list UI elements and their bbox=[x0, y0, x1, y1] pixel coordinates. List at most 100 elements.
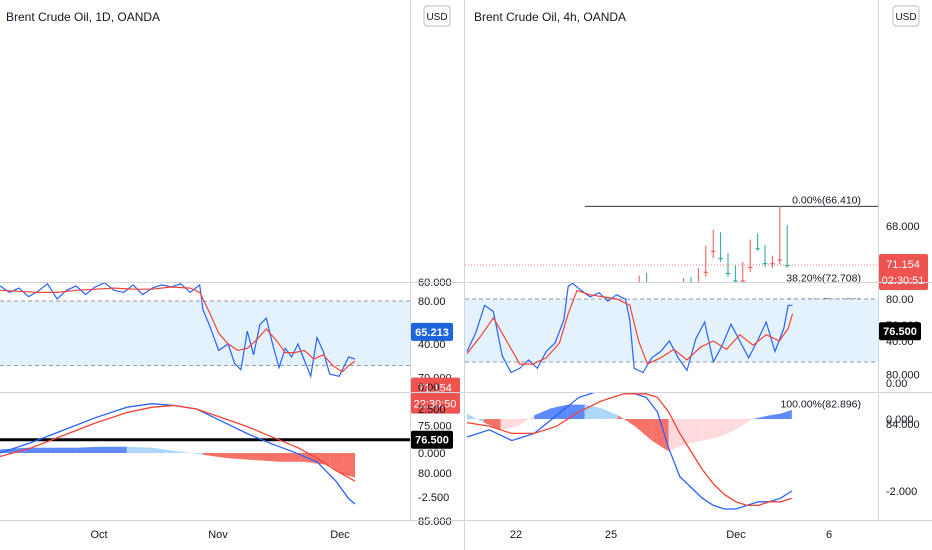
right-candle-body bbox=[770, 263, 775, 265]
left-macd-tick: 2.500 bbox=[418, 404, 446, 416]
right-price-tag-text: 76.500 bbox=[883, 326, 917, 338]
panel-right[interactable]: Brent Crude Oil, 4h, OANDA USD 100.00%(8… bbox=[465, 5, 928, 541]
left-macd-line[interactable] bbox=[0, 403, 356, 505]
right-price-tick: 80.000 bbox=[886, 370, 920, 382]
panel-left[interactable]: Brent Crude Oil, 1D, OANDA USD 85.000 80.… bbox=[0, 5, 460, 541]
right-stoch-tick: 40.00 bbox=[886, 336, 914, 348]
right-time-tick: 22 bbox=[510, 529, 522, 541]
left-macd-hist-bar bbox=[342, 453, 355, 478]
right-last-price-countdown: 02:30:51 bbox=[882, 275, 925, 287]
right-candle[interactable] bbox=[784, 224, 790, 269]
left-macd-hist-bar bbox=[50, 447, 77, 453]
right-fib-label-4: 0.00%(66.410) bbox=[792, 194, 861, 206]
right-candle-body bbox=[703, 271, 709, 273]
right-stoch-tick: 80.00 bbox=[886, 294, 914, 306]
right-stoch-k-line[interactable] bbox=[466, 283, 793, 374]
right-macd-hist-bar bbox=[702, 419, 719, 441]
left-macd-hist-bar bbox=[126, 446, 153, 453]
left-price-tag-bg bbox=[411, 322, 453, 341]
right-macd-tick: 0.000 bbox=[886, 414, 914, 426]
right-macd-hist-bar bbox=[635, 419, 652, 441]
right-macd-hist-bar bbox=[467, 413, 484, 423]
right-candle[interactable] bbox=[718, 232, 723, 262]
right-macd-hist-bar bbox=[651, 419, 669, 452]
right-last-price-tag: 71.154 02:30:51 bbox=[879, 254, 928, 291]
left-stoch-d-line[interactable] bbox=[0, 286, 356, 373]
left-macd-tick: 0.000 bbox=[418, 448, 446, 460]
right-candle[interactable] bbox=[644, 273, 649, 298]
right-candle[interactable] bbox=[710, 229, 716, 259]
right-stoch-pane[interactable] bbox=[465, 283, 878, 374]
right-price-pane[interactable] bbox=[465, 205, 878, 426]
right-time-tick: Dec bbox=[726, 529, 746, 541]
right-candle-body bbox=[710, 250, 716, 252]
left-macd-hist-bar bbox=[228, 453, 254, 460]
right-macd-pane[interactable] bbox=[466, 390, 793, 510]
right-candle-body bbox=[747, 266, 753, 268]
left-last-price-countdown: 22:30:50 bbox=[414, 399, 457, 411]
left-macd-hist-bar bbox=[152, 447, 178, 453]
panel-left-usd-badge[interactable]: USD bbox=[423, 5, 451, 27]
right-candle-body bbox=[725, 273, 731, 275]
panel-right-title: Brent Crude Oil, 4h, OANDA bbox=[474, 10, 626, 24]
left-macd-pane[interactable] bbox=[0, 403, 356, 505]
right-candle[interactable] bbox=[681, 277, 686, 299]
right-candle[interactable] bbox=[696, 268, 701, 301]
right-candle[interactable] bbox=[755, 233, 760, 251]
right-macd-hist-bar bbox=[534, 408, 551, 419]
left-macd-hist-bar bbox=[253, 453, 279, 462]
right-candle[interactable] bbox=[777, 206, 783, 265]
right-macd-hist-bar bbox=[584, 404, 602, 419]
panel-right-usd-badge[interactable]: USD bbox=[892, 5, 920, 27]
left-price-tag-text: 76.500 bbox=[415, 435, 449, 447]
panel-left-title: Brent Crude Oil, 1D, OANDA bbox=[6, 10, 160, 24]
left-price-tag-76-500: 76.500 bbox=[411, 430, 453, 449]
left-macd-signal-line[interactable] bbox=[0, 404, 356, 482]
right-macd-hist-bar bbox=[780, 410, 792, 419]
right-price-tag-bg bbox=[879, 322, 921, 341]
left-stoch-pane[interactable] bbox=[0, 283, 410, 379]
left-macd-hist-bar bbox=[329, 453, 343, 475]
left-price-tick: 80.000 bbox=[418, 468, 452, 480]
right-macd-signal-line[interactable] bbox=[466, 393, 792, 507]
left-macd-hist-bar bbox=[279, 453, 305, 462]
right-macd-hist-bar bbox=[517, 415, 535, 427]
right-candle-body bbox=[755, 248, 760, 250]
left-stoch-band bbox=[0, 301, 410, 366]
right-time-tick: 25 bbox=[605, 529, 617, 541]
left-stoch-k-line[interactable] bbox=[0, 283, 356, 379]
right-stoch-d-line[interactable] bbox=[466, 289, 794, 365]
left-price-tick: 75.000 bbox=[418, 420, 452, 432]
left-price-tick: 85.000 bbox=[418, 516, 452, 528]
right-candle[interactable] bbox=[762, 244, 768, 267]
panel-left-currency: USD bbox=[426, 12, 447, 23]
left-last-price-tag-bg bbox=[411, 377, 460, 414]
right-fib-label-3: 38.20%(72.708) bbox=[786, 272, 861, 284]
right-time-tick: 6 bbox=[826, 529, 832, 541]
right-candle-body bbox=[762, 263, 768, 265]
left-stoch-tick: 40.00 bbox=[418, 339, 446, 351]
right-macd-hist-bar bbox=[769, 413, 781, 419]
right-price-tag-76-500: 76.500 bbox=[879, 322, 921, 341]
right-macd-tick: -2.000 bbox=[886, 486, 917, 498]
right-candle[interactable] bbox=[747, 239, 753, 272]
right-macd-hist-bar bbox=[685, 419, 703, 445]
left-time-tick: Dec bbox=[330, 529, 350, 541]
right-candle-body bbox=[777, 259, 783, 261]
right-candle[interactable] bbox=[733, 265, 738, 290]
right-candle[interactable] bbox=[725, 253, 731, 277]
right-candle[interactable] bbox=[740, 261, 746, 286]
right-candle[interactable] bbox=[770, 255, 775, 269]
right-candle[interactable] bbox=[689, 276, 694, 303]
left-stoch-tick: 80.00 bbox=[418, 296, 446, 308]
left-time-tick: Oct bbox=[90, 529, 107, 541]
right-macd-hist-bar bbox=[500, 419, 518, 430]
right-candle[interactable] bbox=[703, 245, 709, 277]
right-price-tick: 84.000 bbox=[886, 419, 920, 431]
right-macd-hist-bar bbox=[719, 419, 736, 437]
right-macd-hist-bar bbox=[618, 415, 635, 427]
right-macd-line[interactable] bbox=[466, 390, 793, 510]
right-price-tick: 68.000 bbox=[886, 221, 920, 233]
